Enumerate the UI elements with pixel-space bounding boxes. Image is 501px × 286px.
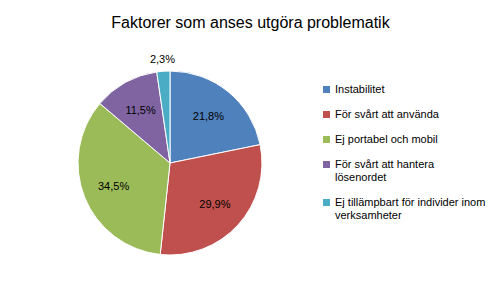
svg-text:29,9%: 29,9% <box>199 198 230 210</box>
html-text:Instabilitet: Instabilitet <box>335 82 385 95</box>
html-text:Ej portabel och mobil: Ej portabel och mobil <box>335 132 438 145</box>
html-text:För svårt att hantera lösenord: För svårt att hantera lösenordet <box>335 157 434 183</box>
html-text:Faktorer som anses utgöra prob: Faktorer som anses utgöra problematik <box>111 14 390 31</box>
html-text:Ej tillämpbart för individer i: Ej tillämpbart för individer inom verksa… <box>335 195 486 221</box>
svg-text:11,5%: 11,5% <box>125 104 156 116</box>
svg-text:2,3%: 2,3% <box>150 53 175 65</box>
html-text:För svårt att använda: För svårt att använda <box>335 107 439 120</box>
svg-text:34,5%: 34,5% <box>98 180 129 192</box>
svg-text:21,8%: 21,8% <box>193 110 224 122</box>
